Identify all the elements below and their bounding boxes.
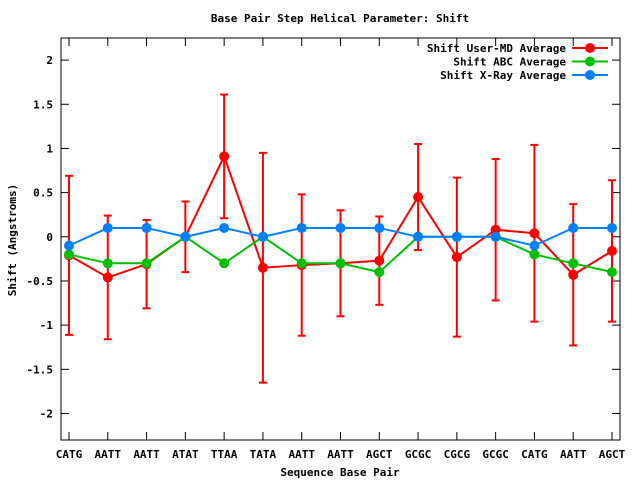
data-point (64, 249, 74, 260)
data-point (141, 258, 152, 269)
x-tick-label: TATA (250, 448, 277, 461)
y-tick-label: 0 (46, 231, 53, 244)
legend-label: Shift User-MD Average (427, 42, 566, 55)
data-point (568, 258, 579, 269)
data-point (529, 240, 540, 251)
x-tick-label: AATT (288, 448, 315, 461)
legend-marker (585, 56, 595, 67)
data-point (141, 222, 152, 233)
y-tick-label: 0.5 (33, 187, 53, 200)
data-point (451, 252, 462, 263)
data-point (413, 231, 424, 242)
data-point (64, 240, 74, 251)
x-tick-label: GCGC (405, 448, 432, 461)
legend-marker (585, 70, 595, 80)
x-axis-label: Sequence Base Pair (280, 466, 400, 479)
x-tick-label: GCGC (482, 448, 509, 461)
data-point (296, 222, 307, 233)
data-point (102, 222, 113, 233)
data-point (374, 255, 385, 266)
plot-area: -2 -1.5 -1 -0.5 0 0.5 1 1.5 2 CATG AATT AATT ATAT TTA… (27, 37, 626, 461)
data-point (529, 249, 540, 260)
data-point (490, 231, 501, 242)
data-point (102, 272, 113, 283)
chart-title: Base Pair Step Helical Parameter: Shift (211, 12, 469, 25)
y-axis-label: Shift (Angstroms) (6, 184, 19, 297)
data-point (219, 151, 230, 162)
data-point (257, 262, 268, 273)
data-point (102, 258, 113, 269)
legend-marker (585, 43, 595, 53)
y-tick-label: -1.5 (27, 363, 54, 376)
y-tick-label: 2 (46, 54, 53, 67)
data-point (180, 231, 191, 242)
legend-label: Shift X-Ray Average (440, 69, 566, 82)
legend-label: Shift ABC Average (453, 56, 566, 69)
x-tick-label: CGCG (444, 448, 471, 461)
y-tick-label: -1 (40, 319, 54, 332)
data-point (607, 245, 617, 256)
data-point (219, 258, 230, 269)
data-point (335, 258, 346, 269)
data-point (607, 222, 617, 233)
data-point (257, 231, 268, 242)
x-tick-label: AGCT (599, 448, 626, 461)
data-point (451, 231, 462, 242)
x-tick-label: AATT (327, 448, 354, 461)
data-point (607, 267, 617, 278)
data-point (568, 222, 579, 233)
y-tick-label: 1.5 (33, 98, 53, 111)
data-point (296, 258, 307, 269)
x-tick-label: TTAA (211, 448, 238, 461)
x-tick-label: CATG (56, 448, 83, 461)
data-point (374, 222, 385, 233)
data-point (490, 224, 501, 235)
data-point (335, 222, 346, 233)
y-tick-label: -0.5 (27, 275, 54, 288)
x-tick-label: AATT (560, 448, 587, 461)
data-point (568, 269, 579, 280)
data-point (529, 228, 540, 239)
x-tick-label: AATT (95, 448, 122, 461)
x-tick-label: AATT (133, 448, 160, 461)
data-point (413, 192, 424, 203)
x-tick-label: AGCT (366, 448, 393, 461)
y-tick-label: -2 (40, 407, 53, 420)
y-tick-label: 1 (46, 142, 53, 155)
x-tick-label: CATG (521, 448, 548, 461)
data-point (219, 222, 230, 233)
data-point (374, 267, 385, 278)
x-tick-label: ATAT (172, 448, 199, 461)
